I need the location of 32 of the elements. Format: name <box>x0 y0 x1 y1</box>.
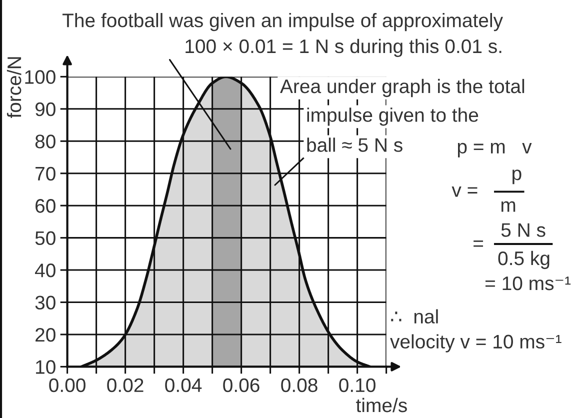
annotation: impulse given to the <box>307 108 478 126</box>
text: The football was given an impulse of approximately 100 × 0.01 = 1 N s during this 0.01 s. <box>62 13 503 57</box>
y-tick-label: 90 <box>35 102 56 116</box>
annotation: ball ≈ 5 N s <box>307 138 402 152</box>
text: velocity v = 10 ms⁻¹ <box>390 334 562 352</box>
y-tick-label: 50 <box>35 231 56 246</box>
text: 0.5 kg <box>498 250 550 270</box>
y-tick-label: 30 <box>35 296 56 310</box>
text: m <box>501 201 516 212</box>
x-axis-title: time/s <box>356 398 407 412</box>
text: 5 N s <box>501 223 546 237</box>
annotation: Area under graph is the total <box>280 78 524 98</box>
y-tick-label: 70 <box>36 166 56 181</box>
text: ∴ nal <box>391 309 438 324</box>
text: v = <box>452 186 478 197</box>
x-tick-label: 0.00 <box>49 378 86 392</box>
y-tick-label: 100 <box>25 70 56 84</box>
text: = 10 ms⁻¹ <box>486 276 571 290</box>
y-tick-label: 10 <box>36 360 56 374</box>
x-tick-label: 0.10 <box>339 378 376 392</box>
text: p <box>512 170 522 184</box>
text: = <box>474 240 484 247</box>
y-tick-label: 40 <box>35 264 56 278</box>
x-tick-label: 0.02 <box>107 378 144 392</box>
y-tick-label: 60 <box>36 199 56 213</box>
y-tick-label: 20 <box>36 328 56 342</box>
y-tick-label: 80 <box>35 134 56 148</box>
x-tick-label: 0.06 <box>223 378 260 392</box>
x-tick-label: 0.08 <box>281 378 318 392</box>
y-axis-title: force/N <box>6 57 22 118</box>
x-tick-label: 0.04 <box>165 378 202 392</box>
text: p = m v <box>458 142 532 158</box>
